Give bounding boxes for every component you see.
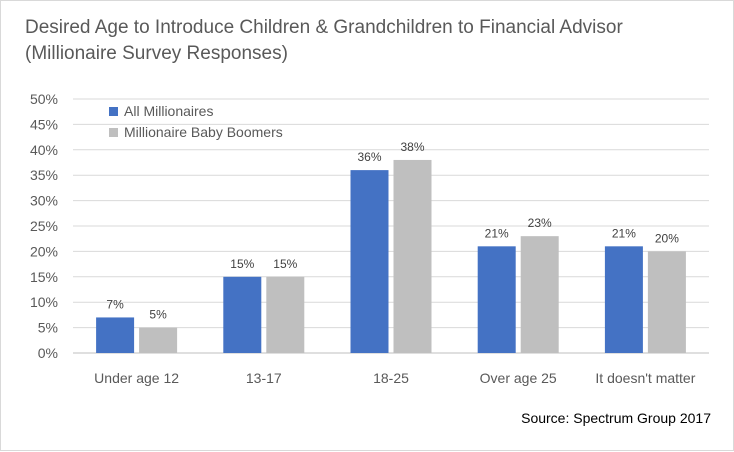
y-axis: 0% 5% 10% 15% 20% 25% 30% 35% 40% 45% 50% xyxy=(30,91,58,361)
source-note: Source: Spectrum Group 2017 xyxy=(521,410,711,426)
data-label: 20% xyxy=(655,231,679,245)
chart-title: Desired Age to Introduce Children & Gran… xyxy=(25,17,623,64)
legend-entry: All Millionaires xyxy=(124,103,213,119)
x-tick-label: 13-17 xyxy=(246,370,282,386)
bars xyxy=(96,159,686,353)
data-label: 21% xyxy=(485,226,509,240)
x-tick-label: 18-25 xyxy=(373,370,409,386)
data-label: 15% xyxy=(230,257,254,271)
data-label: 7% xyxy=(106,297,124,311)
x-tick-label: It doesn't matter xyxy=(595,370,695,386)
data-label: 38% xyxy=(400,140,424,154)
x-tick-label: Over age 25 xyxy=(480,370,557,386)
bar xyxy=(96,317,135,353)
bar xyxy=(520,236,559,353)
legend: All Millionaires Millionaire Baby Boomers xyxy=(109,103,283,140)
bar xyxy=(477,246,516,353)
bar xyxy=(604,246,643,353)
gridlines xyxy=(73,98,709,354)
y-tick-label: 10% xyxy=(30,294,58,310)
y-tick-label: 20% xyxy=(30,243,58,259)
y-tick-label: 5% xyxy=(38,320,58,336)
data-labels: 7% 5% 15% 15% 36% 38% 21% 23% 21% 20% xyxy=(106,140,679,322)
data-label: 15% xyxy=(273,257,297,271)
x-axis: Under age 12 13-17 18-25 Over age 25 It does… xyxy=(94,370,696,386)
legend-swatch xyxy=(109,128,118,137)
data-label: 36% xyxy=(357,150,381,164)
data-label: 5% xyxy=(149,308,167,322)
data-label: 23% xyxy=(528,216,552,230)
y-tick-label: 50% xyxy=(30,91,58,107)
y-tick-label: 15% xyxy=(30,269,58,285)
x-tick-label: Under age 12 xyxy=(94,370,179,386)
bar xyxy=(139,327,178,353)
bar xyxy=(647,251,686,353)
y-tick-label: 25% xyxy=(30,218,58,234)
y-tick-label: 45% xyxy=(30,116,58,132)
bar xyxy=(266,276,305,353)
y-tick-label: 40% xyxy=(30,142,58,158)
data-label: 21% xyxy=(612,226,636,240)
y-tick-label: 0% xyxy=(38,345,58,361)
bar xyxy=(350,170,389,353)
y-tick-label: 35% xyxy=(30,167,58,183)
bar xyxy=(393,159,432,353)
y-tick-label: 30% xyxy=(30,193,58,209)
bar xyxy=(223,276,262,353)
legend-entry: Millionaire Baby Boomers xyxy=(124,124,283,140)
legend-swatch xyxy=(109,107,118,116)
